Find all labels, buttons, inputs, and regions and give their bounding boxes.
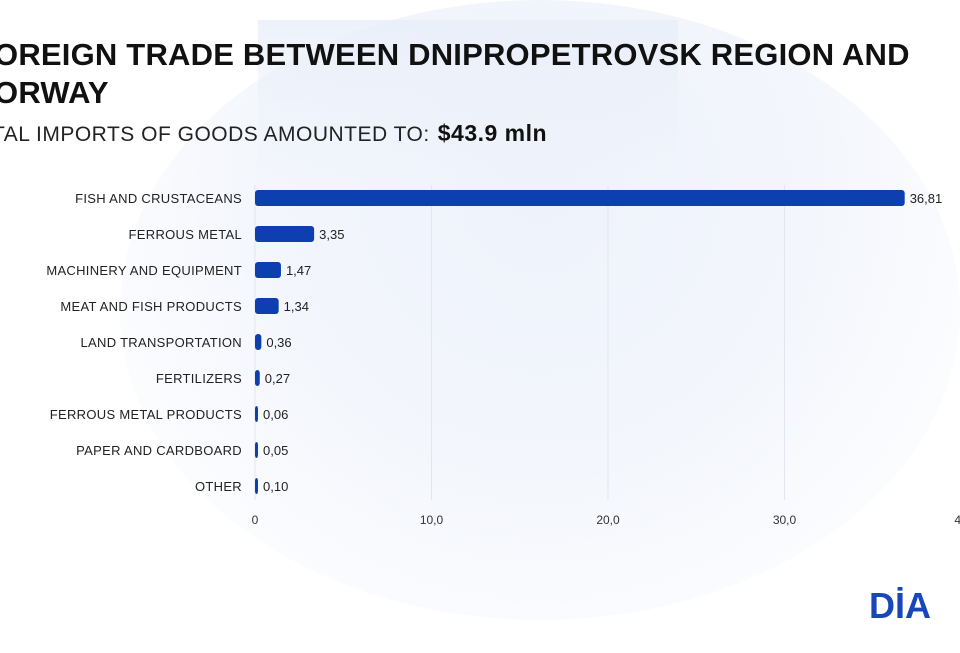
page-title: OREIGN TRADE BETWEEN DNIPROPETROVSK REGI… bbox=[0, 37, 910, 110]
bar bbox=[255, 334, 262, 350]
x-tick-label: 30,0 bbox=[773, 513, 797, 527]
subtitle: TAL IMPORTS OF GOODS AMOUNTED TO: $43.9 m… bbox=[0, 120, 547, 147]
bar bbox=[255, 406, 258, 422]
value-label: 0,27 bbox=[265, 371, 290, 386]
category-label: MACHINERY AND EQUIPMENT bbox=[46, 263, 242, 278]
bar bbox=[255, 370, 260, 386]
value-label: 0,05 bbox=[263, 443, 288, 458]
x-tick-label: 40 bbox=[954, 513, 960, 527]
x-tick-label: 0 bbox=[252, 513, 259, 527]
category-label: FERTILIZERS bbox=[156, 371, 242, 386]
value-label: 1,34 bbox=[284, 299, 309, 314]
bar bbox=[255, 442, 258, 458]
dia-logo: DİA bbox=[867, 585, 960, 622]
value-label: 0,06 bbox=[263, 407, 288, 422]
x-tick-label: 20,0 bbox=[596, 513, 620, 527]
x-tick-label: 10,0 bbox=[420, 513, 444, 527]
dia-logo-text: DİA bbox=[869, 585, 931, 622]
bar bbox=[255, 478, 258, 494]
category-label: MEAT AND FISH PRODUCTS bbox=[60, 299, 242, 314]
bar bbox=[255, 262, 281, 278]
category-label: PAPER AND CARDBOARD bbox=[76, 443, 242, 458]
subtitle-text: TAL IMPORTS OF GOODS AMOUNTED TO: bbox=[0, 123, 430, 146]
bar bbox=[255, 190, 905, 206]
bar bbox=[255, 226, 315, 242]
category-label: FISH AND CRUSTACEANS bbox=[75, 191, 242, 206]
category-label: FERROUS METAL PRODUCTS bbox=[50, 407, 242, 422]
bar bbox=[255, 298, 279, 314]
value-label: 1,47 bbox=[286, 263, 311, 278]
value-label: 0,10 bbox=[263, 479, 288, 494]
category-label: LAND TRANSPORTATION bbox=[81, 335, 242, 350]
value-label: 3,35 bbox=[319, 227, 344, 242]
category-label: FERROUS METAL bbox=[129, 227, 242, 242]
background-shape bbox=[258, 20, 678, 180]
total-amount: $43.9 mln bbox=[437, 120, 548, 146]
value-label: 0,36 bbox=[266, 335, 291, 350]
category-label: OTHER bbox=[195, 479, 242, 494]
value-label: 36,81 bbox=[910, 191, 943, 206]
